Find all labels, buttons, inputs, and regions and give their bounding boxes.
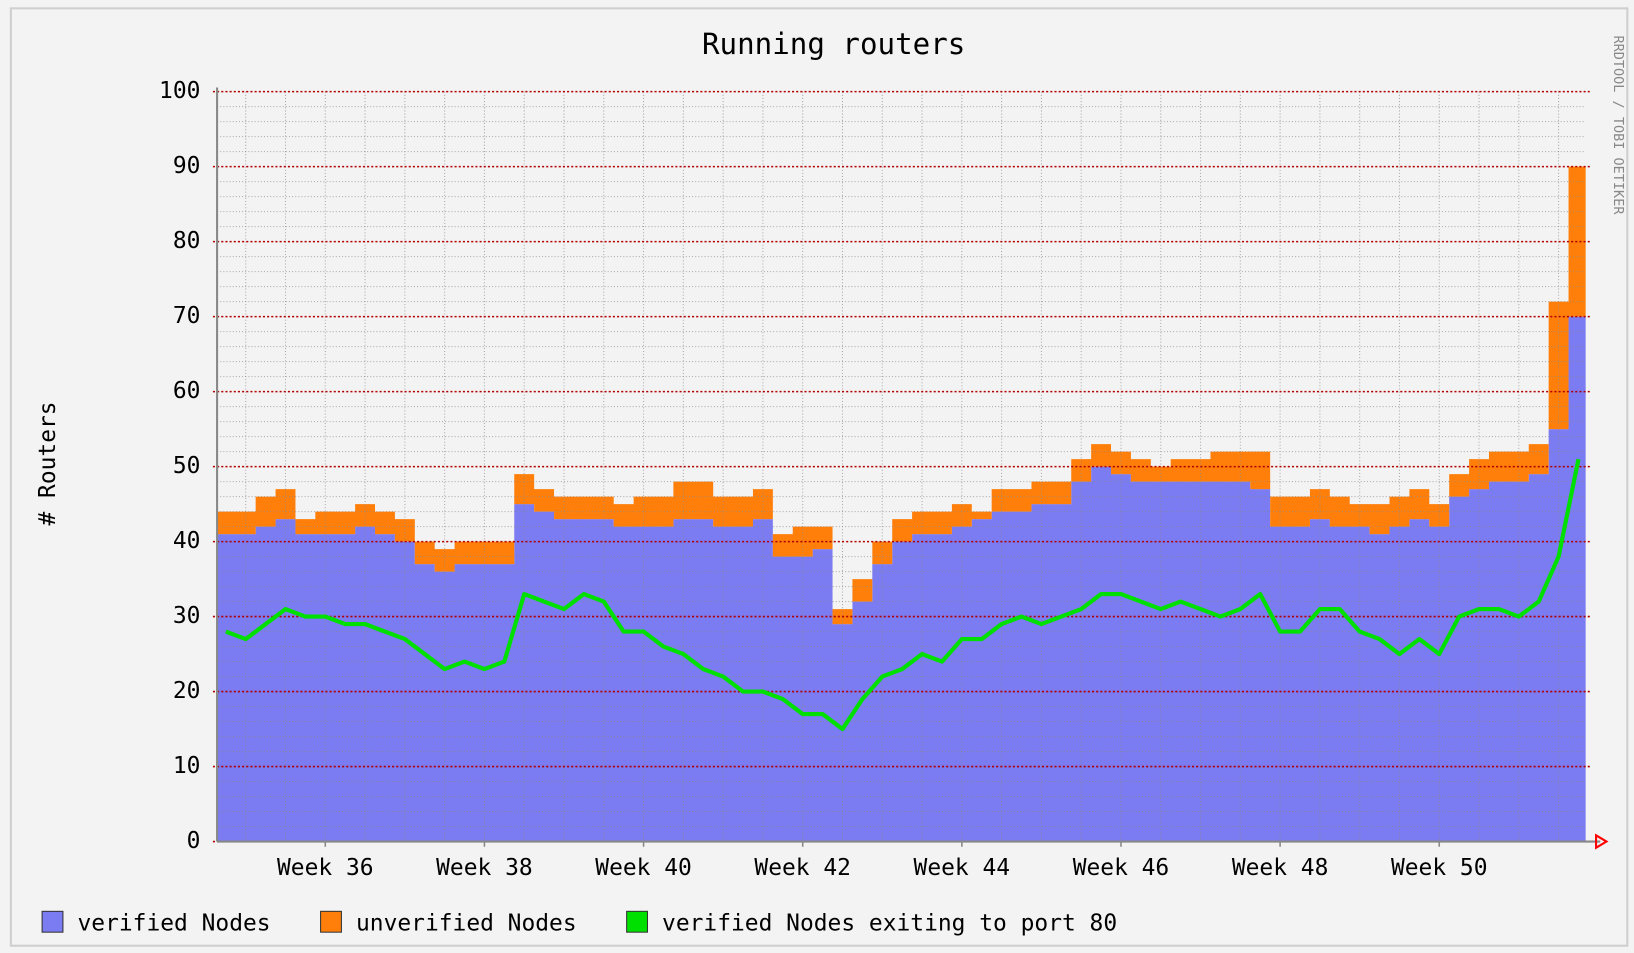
y-tick-label: 70 [173,303,201,329]
y-tick-label: 80 [173,228,201,254]
legend-label: verified Nodes exiting to port 80 [662,910,1117,936]
legend-label: unverified Nodes [356,910,577,936]
area [217,166,1586,625]
y-tick-label: 90 [173,153,201,179]
x-tick-label: Week 42 [754,855,851,881]
chart-title: Running routers [702,27,965,61]
legend-label: verified Nodes [78,910,271,936]
y-tick-label: 50 [173,453,201,479]
x-tick-label: Week 48 [1232,855,1329,881]
x-tick-label: Week 36 [277,855,374,881]
x-tick-label: Week 46 [1073,855,1170,881]
y-tick-label: 60 [173,378,201,404]
y-tick-label: 40 [173,528,201,554]
y-tick-label: 30 [173,603,201,629]
y-tick-label: 20 [173,678,201,704]
line [225,458,1581,732]
y-tick-label: 100 [159,78,200,104]
legend-swatch [41,910,64,933]
area [217,316,1586,842]
legend-swatch [626,910,648,933]
x-tick-label: Week 40 [595,855,692,881]
y-axis-label: # Routers [35,401,61,525]
watermark: RRDTOOL / TOBI OETIKER [1610,35,1626,215]
legend-swatch [320,910,342,933]
x-tick-label: Week 44 [914,855,1011,881]
x-tick-label: Week 38 [436,855,533,881]
y-tick-label: 10 [173,753,201,779]
axis-arrow [1595,833,1609,850]
y-tick-label: 0 [187,828,201,854]
x-tick-label: Week 50 [1391,855,1488,881]
